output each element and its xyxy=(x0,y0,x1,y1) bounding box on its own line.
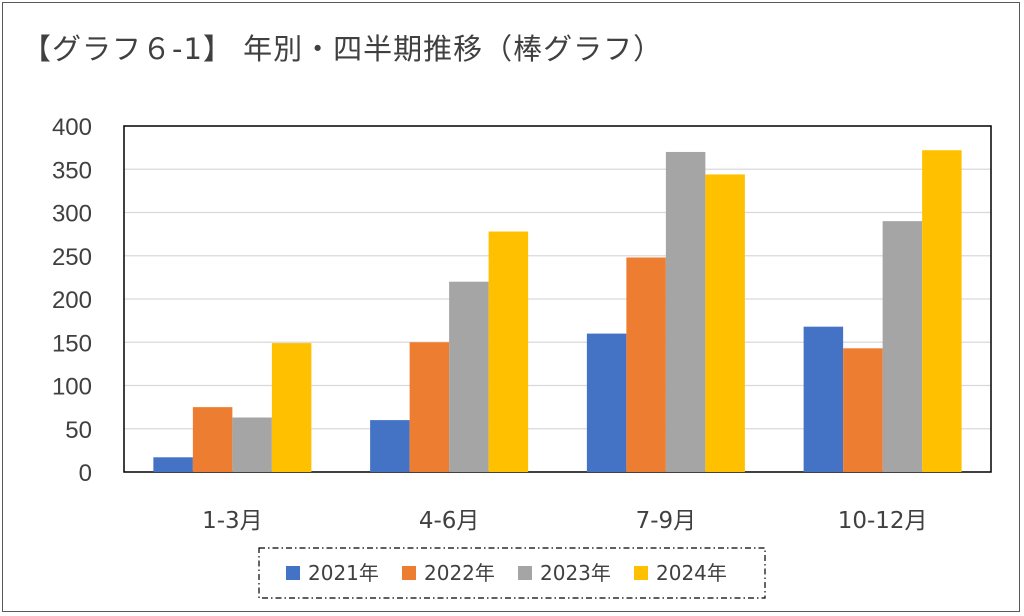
bars xyxy=(153,150,962,472)
bar-2022年-1-3月 xyxy=(192,407,233,472)
bar-2023年-1-3月 xyxy=(232,417,272,472)
bar-2021年-1-3月 xyxy=(153,457,193,472)
x-category-label: 1-3月 xyxy=(202,508,263,534)
bar-2023年-10-12月 xyxy=(882,221,923,472)
y-axis-ticks: 0 50 100 150 200 250 300 350 400 xyxy=(52,114,92,487)
bar-2022年-4-6月 xyxy=(409,342,450,472)
bar-2024年-4-6月 xyxy=(488,231,529,472)
y-tick-label: 150 xyxy=(52,330,92,357)
bar-2023年-4-6月 xyxy=(449,281,489,472)
legend-swatch xyxy=(518,566,532,580)
y-tick-label: 400 xyxy=(52,114,92,141)
y-tick-label: 300 xyxy=(52,201,92,228)
legend-border xyxy=(258,547,766,599)
y-tick-label: 100 xyxy=(52,374,92,401)
legend-swatch xyxy=(634,566,648,580)
x-category-label: 7-9月 xyxy=(636,508,697,534)
x-category-label: 10-12月 xyxy=(838,508,928,534)
x-axis-categories: 1-3月 4-6月 7-9月 10-12月 xyxy=(202,508,927,534)
y-tick-label: 350 xyxy=(52,157,92,184)
bar-2023年-7-9月 xyxy=(665,151,706,472)
legend-label: 2024年 xyxy=(656,561,727,585)
plot-area-border xyxy=(123,125,992,473)
bar-2022年-10-12月 xyxy=(843,348,883,472)
legend-label: 2022年 xyxy=(424,561,495,585)
legend-label: 2021年 xyxy=(308,561,379,585)
bar-2021年-4-6月 xyxy=(370,420,410,472)
legend: 2021年 2022年 2023年 2024年 xyxy=(258,547,766,599)
bar-2024年-1-3月 xyxy=(271,343,312,472)
bar-2024年-10-12月 xyxy=(922,150,962,472)
chart-title: 【グラフ６-1】 年別・四半期推移（棒グラフ） xyxy=(22,32,664,66)
legend-swatch xyxy=(286,566,300,580)
bar-2024年-7-9月 xyxy=(705,174,745,472)
bar-2021年-10-12月 xyxy=(803,326,844,472)
y-tick-label: 0 xyxy=(79,460,92,487)
y-tick-label: 200 xyxy=(52,287,92,314)
x-category-label: 4-6月 xyxy=(419,508,480,534)
y-tick-label: 250 xyxy=(52,244,92,271)
bar-2021年-7-9月 xyxy=(586,333,627,472)
gridlines xyxy=(124,168,991,430)
legend-swatch xyxy=(402,566,416,580)
y-tick-label: 50 xyxy=(65,417,92,444)
legend-label: 2023年 xyxy=(540,561,611,585)
bar-2022年-7-9月 xyxy=(626,257,666,472)
